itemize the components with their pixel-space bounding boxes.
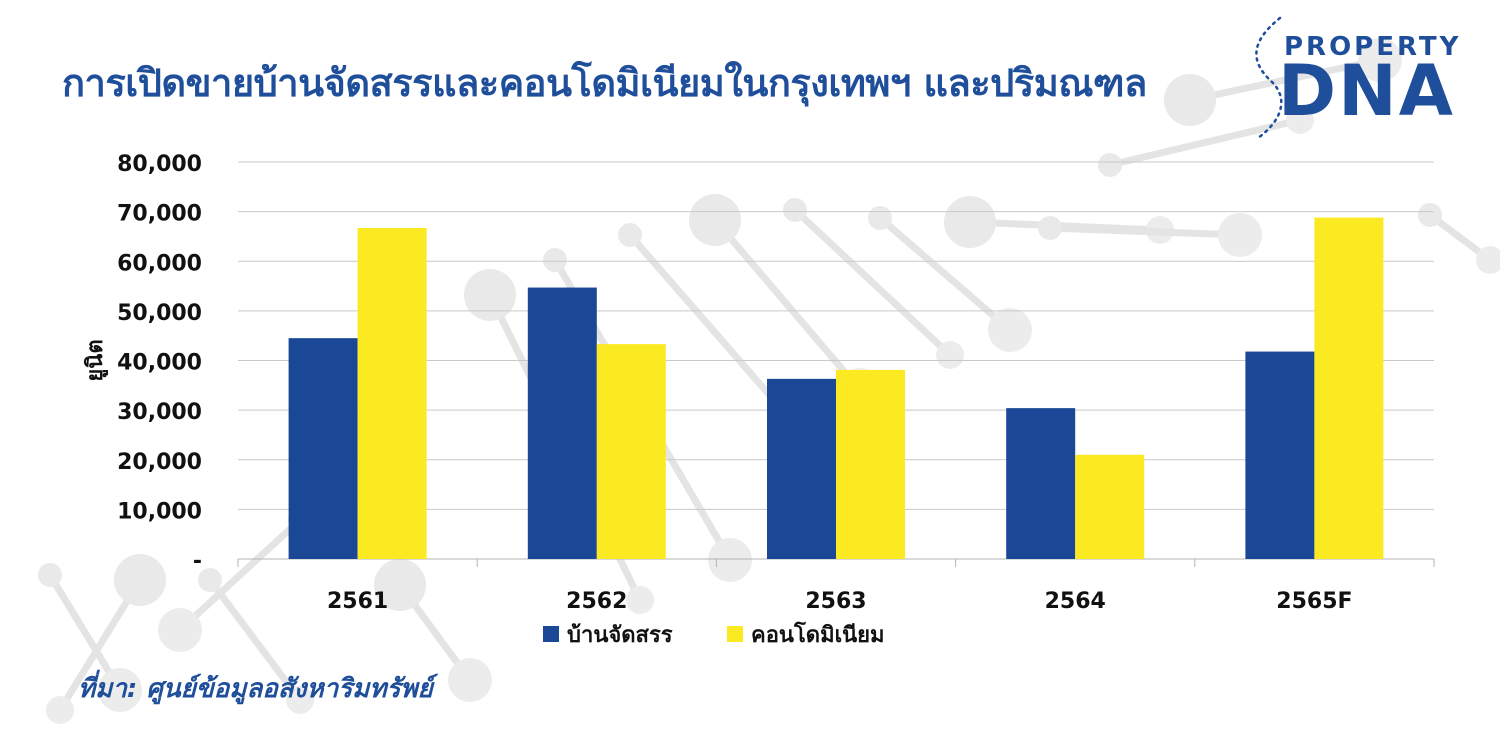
legend-label: คอนโดมิเนียม [751,621,885,648]
y-axis-label: ยูนิต [83,339,109,381]
x-tick-label: 2563 [805,589,866,614]
pattern-node [46,696,74,724]
pattern-node [1218,213,1262,257]
pattern-node [1098,153,1122,177]
y-tick-label: 40,000 [117,351,202,376]
pattern-node [783,198,807,222]
bar-condo [1314,217,1384,559]
y-tick-label: 20,000 [117,450,202,475]
bar-house [288,338,358,559]
bar-condo [1075,454,1145,559]
x-tick-label: 2564 [1045,589,1106,614]
pattern-stick [791,206,954,359]
pattern-node [374,559,426,611]
pattern-node [1286,106,1314,134]
x-tick-label: 2562 [566,589,627,614]
bar-condo [357,228,427,559]
bar-house [1245,351,1315,559]
pattern-node [626,586,654,614]
pattern-node [464,269,516,321]
pattern-node [198,568,222,592]
pattern-node [114,554,166,606]
legend-swatch [543,626,559,642]
pattern-stick [1106,116,1304,169]
y-tick-label: 60,000 [117,251,202,276]
bar-house [1006,408,1076,559]
bar-condo [836,369,905,559]
pattern-node [448,658,492,702]
legend-label: บ้านจัดสรร [567,623,673,648]
y-tick-label: - [193,549,202,574]
pattern-stick [711,216,864,394]
pattern-node [1358,38,1402,82]
pattern-node [286,686,314,714]
pattern-stick [1046,224,1244,239]
pattern-node [936,341,964,369]
pattern-stick [176,516,304,634]
x-tick-label: 2561 [327,589,388,614]
source-note: ที่มา: ศูนย์ข้อมูลอสังหาริมทรัพย์ [78,674,433,704]
pattern-node [1164,74,1216,126]
bar-condo [596,344,666,559]
pattern-node [708,538,752,582]
pattern-stick [206,576,304,704]
pattern-stick [46,571,124,694]
pattern-node [38,563,62,587]
pattern-node [158,608,202,652]
x-tick-label: 2565F [1276,589,1352,614]
pattern-node [988,308,1032,352]
pattern-node [618,223,642,247]
pattern-node [1038,216,1062,240]
y-tick-label: 70,000 [117,202,202,227]
y-tick-label: 10,000 [117,499,202,524]
pattern-node [689,194,741,246]
logo-property-text: PROPERTY [1284,32,1462,62]
dna-helix-icon [1255,16,1283,140]
pattern-node [543,248,567,272]
pattern-node [944,196,996,248]
y-tick-label: 50,000 [117,301,202,326]
y-tick-label: 80,000 [117,152,202,177]
page-title: การเปิดขายบ้านจัดสรรและคอนโดมิเนียมในกรุ… [62,61,1147,105]
bar-house [767,378,836,559]
property-dna-logo: PROPERTY DNA [1250,12,1490,142]
pattern-node [1476,246,1500,274]
bar-house [527,287,597,559]
y-tick-label: 30,000 [117,400,202,425]
pattern-node [98,668,142,712]
legend-swatch [727,626,743,642]
pattern-node [1418,203,1442,227]
logo-dna-text: DNA [1278,50,1455,132]
pattern-stick [1186,56,1384,104]
